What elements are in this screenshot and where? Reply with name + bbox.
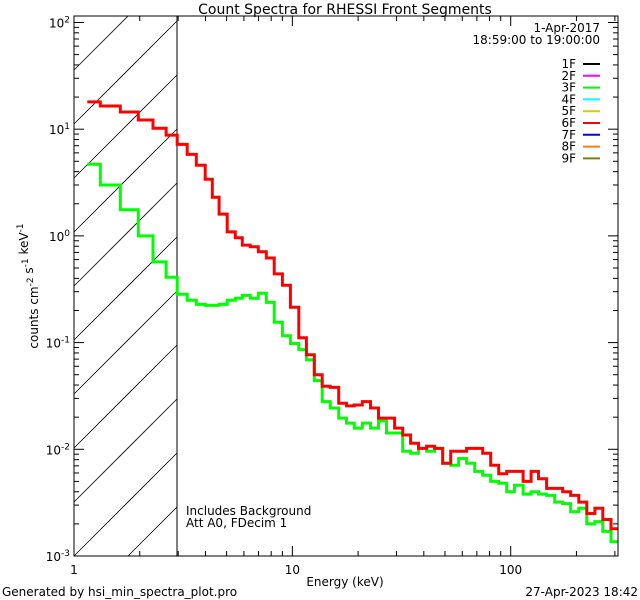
legend-time-range: 18:59:00 to 19:00:00 (473, 33, 600, 47)
x-tick-label: 100 (499, 563, 522, 577)
y-tick-label: 10-2 (46, 442, 70, 457)
legend-date: 1-Apr-2017 (533, 21, 600, 35)
hatch-line (73, 452, 178, 557)
hatch-line (127, 506, 178, 557)
hatch-line (73, 15, 129, 71)
y-axis-label: counts cm-2 s-1 keV-1 (16, 223, 41, 348)
series-6F-line (87, 100, 618, 531)
legend-label: 9F (561, 151, 576, 165)
hatch-line (73, 128, 178, 233)
legend-label: 3F (561, 81, 576, 95)
annotation-background: Includes Background (186, 504, 311, 518)
legend-label: 2F (561, 69, 576, 83)
x-tick-label: 10 (285, 563, 300, 577)
hatch-line (73, 20, 178, 125)
hatch-line (73, 236, 178, 341)
hatch-line (73, 344, 178, 449)
plot-frame (73, 15, 619, 557)
hatch-line (73, 290, 178, 395)
legend-label: 4F (561, 92, 576, 106)
legend-label: 5F (561, 104, 576, 118)
x-tick-label: 1 (70, 563, 78, 577)
x-axis-label: Energy (keV) (306, 575, 383, 589)
legend-label: 7F (561, 128, 576, 142)
legend-label: 1F (561, 57, 576, 71)
y-tick-label: 100 (49, 229, 70, 244)
hatch-line (73, 182, 178, 287)
y-tick-label: 10-3 (46, 549, 70, 564)
footer-timestamp: 27-Apr-2023 18:42 (525, 585, 638, 599)
excluded-region-hatch (73, 15, 178, 557)
y-tick-label: 102 (49, 15, 70, 30)
hatch-line (73, 74, 178, 179)
hatch-line (73, 398, 178, 503)
series-3F-line (87, 162, 618, 544)
footer-generated-by: Generated by hsi_min_spectra_plot.pro (2, 585, 237, 599)
annotation-attenuator: Att A0, FDecim 1 (186, 516, 287, 530)
y-tick-label: 10-1 (46, 336, 70, 351)
legend-label: 6F (561, 116, 576, 130)
chart-title: Count Spectra for RHESSI Front Segments (198, 2, 492, 18)
legend-label: 8F (561, 140, 576, 154)
y-tick-label: 101 (49, 122, 70, 137)
